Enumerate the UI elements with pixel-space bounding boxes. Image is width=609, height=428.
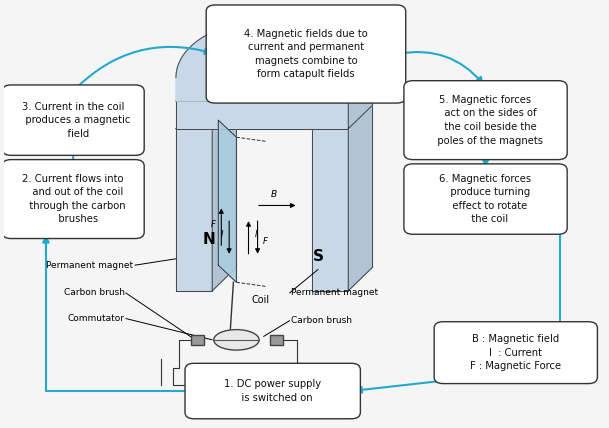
Text: S: S bbox=[312, 249, 323, 264]
Polygon shape bbox=[348, 77, 373, 129]
FancyBboxPatch shape bbox=[270, 335, 283, 345]
Text: Permanent magnet: Permanent magnet bbox=[291, 288, 378, 297]
Text: F: F bbox=[262, 237, 267, 246]
Polygon shape bbox=[218, 120, 236, 282]
FancyBboxPatch shape bbox=[404, 81, 567, 160]
Text: 2. Current flows into
   and out of the coil
   through the carbon
   brushes: 2. Current flows into and out of the coi… bbox=[20, 174, 126, 224]
Text: N: N bbox=[203, 232, 216, 247]
FancyBboxPatch shape bbox=[185, 363, 361, 419]
Text: 6. Magnetic forces
   produce turning
   effect to rotate
   the coil: 6. Magnetic forces produce turning effec… bbox=[440, 174, 532, 224]
Text: I: I bbox=[255, 230, 257, 239]
Text: Carbon brush: Carbon brush bbox=[291, 316, 352, 325]
Text: F: F bbox=[210, 220, 215, 229]
Text: 3. Current in the coil
   produces a magnetic
   field: 3. Current in the coil produces a magnet… bbox=[16, 101, 130, 139]
Text: Coil: Coil bbox=[252, 295, 270, 305]
Text: Commutator: Commutator bbox=[68, 314, 125, 323]
FancyBboxPatch shape bbox=[404, 164, 567, 234]
Ellipse shape bbox=[214, 330, 258, 349]
Text: B : Magnetic field
I  : Current
F : Magnetic Force: B : Magnetic field I : Current F : Magne… bbox=[470, 334, 561, 371]
Text: Permanent magnet: Permanent magnet bbox=[46, 261, 133, 270]
FancyBboxPatch shape bbox=[191, 335, 205, 345]
Polygon shape bbox=[212, 105, 236, 291]
Polygon shape bbox=[176, 77, 231, 101]
Text: I: I bbox=[220, 230, 223, 239]
Text: B: B bbox=[271, 190, 277, 199]
Polygon shape bbox=[176, 22, 373, 77]
Polygon shape bbox=[176, 77, 373, 101]
FancyBboxPatch shape bbox=[206, 5, 406, 103]
FancyBboxPatch shape bbox=[2, 160, 144, 238]
Polygon shape bbox=[176, 129, 212, 291]
Polygon shape bbox=[294, 77, 348, 101]
Polygon shape bbox=[348, 105, 373, 291]
Polygon shape bbox=[176, 101, 348, 129]
Polygon shape bbox=[176, 22, 348, 77]
Text: 1. DC power supply
   is switched on: 1. DC power supply is switched on bbox=[224, 379, 322, 403]
Polygon shape bbox=[231, 57, 318, 77]
FancyBboxPatch shape bbox=[2, 85, 144, 155]
FancyBboxPatch shape bbox=[434, 322, 597, 383]
Text: 5. Magnetic forces
   act on the sides of
   the coil beside the
   poles of the: 5. Magnetic forces act on the sides of t… bbox=[428, 95, 543, 146]
Text: Carbon brush: Carbon brush bbox=[63, 288, 125, 297]
Polygon shape bbox=[176, 105, 236, 129]
Polygon shape bbox=[312, 129, 348, 291]
Text: 4. Magnetic fields due to
current and permanent
magnets combine to
form catapult: 4. Magnetic fields due to current and pe… bbox=[244, 29, 368, 80]
Polygon shape bbox=[312, 105, 373, 129]
